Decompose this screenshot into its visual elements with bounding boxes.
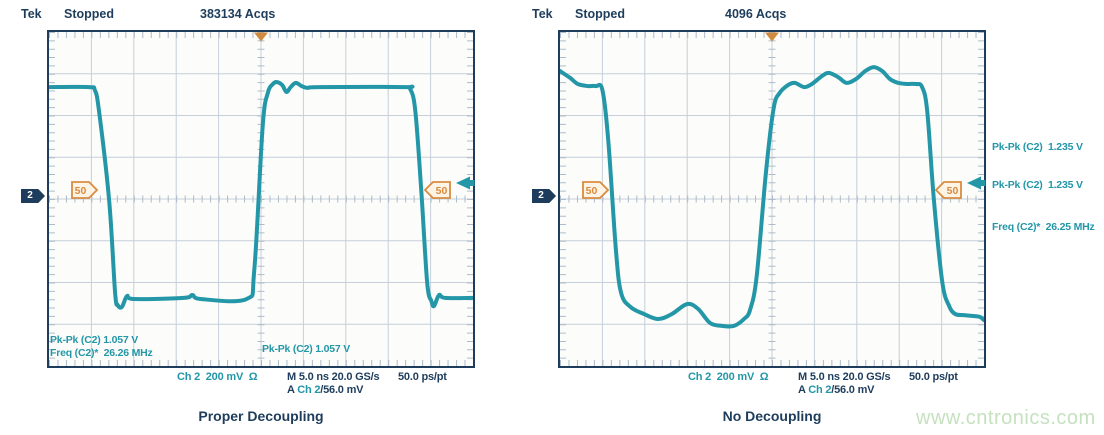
brand-label: Tek [21,7,42,21]
flag-shape [582,181,610,199]
pkpk-readout-2: Pk-Pk (C2) 1.235 V [992,179,1083,191]
scope-screen: 2 50 50 Pk-Pk (C2) 1.057 V Freq (C2)* 26… [21,30,475,396]
flag-label: 50 [947,185,959,197]
trigger-level-arrow-icon [456,176,475,190]
flag-shape [934,181,962,199]
waveform-layer [49,80,473,310]
channel-2-badge: 2 [532,189,556,203]
waveform-layer [560,65,984,329]
scope-panel-proper-decoupling: Tek Stopped 383134 Acqs 2 50 50 [0,0,511,435]
trigger-level-flag-right: 50 [423,181,451,199]
timebase-readout: M 5.0 ns 20.0 GS/s [287,371,380,383]
scope-screen-svg: 50 50 [558,30,986,368]
flag-shape [71,181,99,199]
timebase-readout: M 5.0 ns 20.0 GS/s [798,371,891,383]
resolution-readout: 50.0 ps/pt [909,371,958,383]
brand-label: Tek [532,7,553,21]
scope-panel-no-decoupling: Tek Stopped 4096 Acqs 2 50 50 [511,0,1104,435]
channel-scale-readout: Ch 2 200 mV Ω [177,371,258,383]
flag-label: 50 [586,185,598,197]
trigger-readout: A Ch 2/56.0 mV [798,384,874,396]
flag-shape [423,181,451,199]
scope-screen-svg: 50 50 [47,30,475,368]
resolution-readout: 50.0 ps/pt [398,371,447,383]
trigger-readout: A Ch 2/56.0 mV [287,384,363,396]
trigger-suffix: /56.0 mV [831,384,875,396]
acquisition-count: 383134 Acqs [200,7,276,21]
pkpk-readout-mid: Pk-Pk (C2) 1.057 V [262,343,351,355]
channel-scale-readout: Ch 2 200 mV Ω [688,371,769,383]
trigger-position-icon [254,32,268,42]
trigger-prefix: A [798,384,809,396]
watermark: www.cntronics.com [916,407,1096,429]
figure-caption: No Decoupling [722,408,822,424]
pkpk-readout: Pk-Pk (C2) 1.057 V [50,334,139,346]
acquisition-status: Stopped [64,7,114,21]
trigger-prefix: A [287,384,298,396]
acquisition-status: Stopped [575,7,625,21]
trigger-source: Ch 2 [297,384,321,396]
freq-readout: Freq (C2)* 26.25 MHz [992,221,1095,233]
trigger-suffix: /56.0 mV [320,384,364,396]
flag-label: 50 [75,185,87,197]
figure-caption: Proper Decoupling [198,408,324,424]
trigger-level-flag-left: 50 [71,181,99,199]
trigger-source: Ch 2 [808,384,832,396]
acquisition-count: 4096 Acqs [725,7,787,21]
pkpk-readout-1: Pk-Pk (C2) 1.235 V [992,141,1083,153]
scope-screen: 2 50 50 Pk-Pk (C2) 1.235 V Pk-Pk (C2) 1.… [532,30,1095,396]
flag-label: 50 [436,185,448,197]
trigger-level-arrow-icon [967,176,986,190]
freq-readout: Freq (C2)* 26.26 MHz [50,347,153,359]
trigger-position-icon [765,32,779,42]
trigger-level-flag-right: 50 [934,181,962,199]
channel-2-badge: 2 [21,189,45,203]
trigger-level-flag-left: 50 [582,181,610,199]
